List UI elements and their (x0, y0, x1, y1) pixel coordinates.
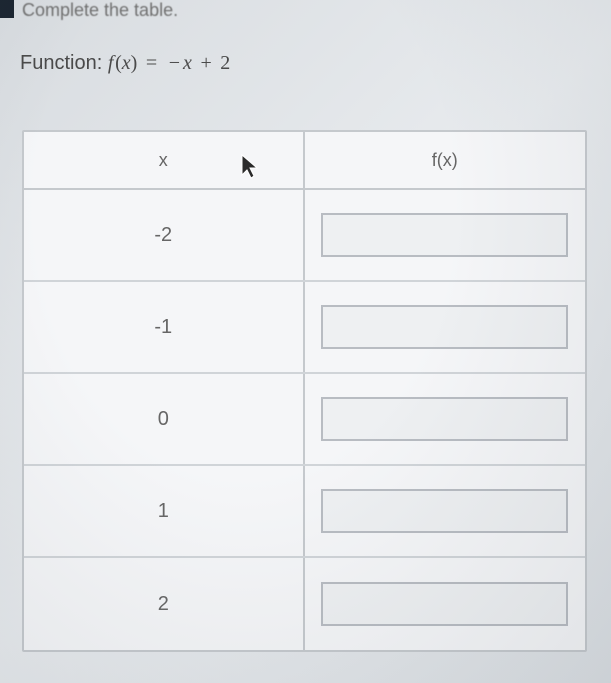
fx-cell (305, 374, 586, 464)
header-fx: f(x) (305, 132, 586, 188)
fx-cell (305, 558, 586, 650)
fx-input[interactable] (321, 305, 568, 349)
fx-cell (305, 466, 586, 556)
paren-close: ) (131, 52, 138, 74)
table-row: -2 (24, 190, 585, 282)
function-table: x f(x) -2 -1 0 1 2 (22, 130, 587, 652)
minus-sign: − (169, 52, 180, 74)
fx-input[interactable] (321, 213, 568, 257)
table-header-row: x f(x) (24, 132, 585, 190)
question-number-block (0, 0, 14, 18)
fx-input[interactable] (321, 489, 568, 533)
table-row: 2 (24, 558, 585, 650)
fx-input[interactable] (321, 397, 568, 441)
x-value: -1 (24, 282, 305, 372)
table-row: 0 (24, 374, 585, 466)
function-label: Function: (20, 52, 102, 74)
rhs-const: 2 (220, 52, 230, 74)
fx-cell (305, 282, 586, 372)
instruction-bar: Complete the table. (0, 0, 178, 21)
function-f: f (108, 52, 114, 74)
function-definition: Function: f (x) = −x + 2 (20, 52, 230, 75)
x-value: 2 (24, 558, 305, 650)
fx-cell (305, 190, 586, 280)
table-row: -1 (24, 282, 585, 374)
plus-sign: + (200, 52, 211, 74)
x-value: 0 (24, 374, 305, 464)
function-var: x (122, 52, 131, 74)
header-x: x (24, 132, 305, 188)
table-row: 1 (24, 466, 585, 558)
equals-sign: = (146, 52, 157, 74)
x-value: 1 (24, 466, 305, 556)
instruction-text: Complete the table. (22, 0, 178, 21)
fx-input[interactable] (321, 582, 568, 626)
x-value: -2 (24, 190, 305, 280)
paren-open: ( (115, 52, 122, 74)
rhs-var: x (183, 52, 192, 74)
